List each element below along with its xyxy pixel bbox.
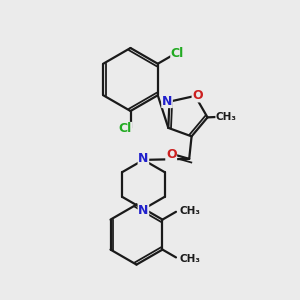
Text: N: N	[138, 204, 148, 217]
Text: O: O	[166, 148, 176, 161]
Text: CH₃: CH₃	[180, 254, 201, 264]
Text: N: N	[138, 152, 148, 165]
Text: N: N	[162, 94, 172, 107]
Text: O: O	[192, 89, 203, 102]
Text: CH₃: CH₃	[180, 206, 201, 216]
Text: Cl: Cl	[118, 122, 132, 136]
Text: Cl: Cl	[171, 47, 184, 61]
Text: CH₃: CH₃	[216, 112, 237, 122]
